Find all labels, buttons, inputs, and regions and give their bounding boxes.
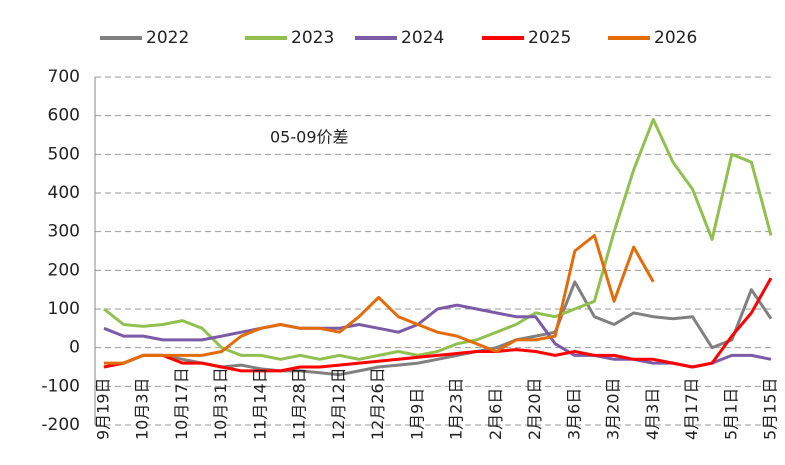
y-tick-label: 0: [69, 338, 80, 358]
y-tick-label: 100: [48, 299, 80, 319]
x-tick-label: 4月3日: [643, 388, 662, 440]
x-tick-label: 2月20日: [525, 377, 544, 440]
x-tick-label: 5月1日: [721, 388, 740, 440]
y-tick-label: 400: [48, 183, 80, 203]
x-tick-label: 10月3日: [133, 377, 152, 440]
x-tick-label: 1月9日: [407, 388, 426, 440]
x-tick-label: 11月14日: [250, 367, 269, 440]
x-tick-label: 1月23日: [447, 377, 466, 440]
legend-label: 2023: [291, 28, 334, 48]
x-tick-label: 3月6日: [564, 388, 583, 440]
series-line: [103, 277, 773, 373]
y-tick-label: 300: [48, 222, 80, 242]
x-tick-label: 9月19日: [94, 377, 113, 440]
legend-label: 2025: [528, 28, 571, 48]
series-line: [103, 118, 773, 361]
x-tick-label: 3月20日: [604, 377, 623, 440]
x-tick-label: 10月31日: [211, 367, 230, 440]
series-line: [104, 234, 655, 365]
x-tick-label: 2月6日: [486, 388, 505, 440]
y-tick-label: 200: [48, 260, 80, 280]
x-tick-label: 4月17日: [682, 377, 701, 440]
x-tick-label: 12月12日: [329, 367, 348, 440]
x-tick-label: 10月17日: [172, 367, 191, 440]
annotation: 05-09价差: [270, 128, 349, 147]
x-tick-label: 5月15日: [761, 377, 780, 440]
y-tick-label: -200: [41, 415, 80, 435]
x-tick-label: 12月26日: [368, 367, 387, 440]
legend-label: 2026: [654, 28, 697, 48]
y-tick-label: 500: [48, 144, 80, 164]
y-tick-label: -100: [41, 376, 80, 396]
y-tick-label: 700: [48, 67, 80, 87]
series-line: [123, 280, 773, 377]
series-line: [103, 303, 772, 369]
legend-label: 2022: [146, 28, 189, 48]
legend-label: 2024: [401, 28, 444, 48]
y-tick-label: 600: [48, 106, 80, 126]
x-tick-label: 11月28日: [290, 367, 309, 440]
